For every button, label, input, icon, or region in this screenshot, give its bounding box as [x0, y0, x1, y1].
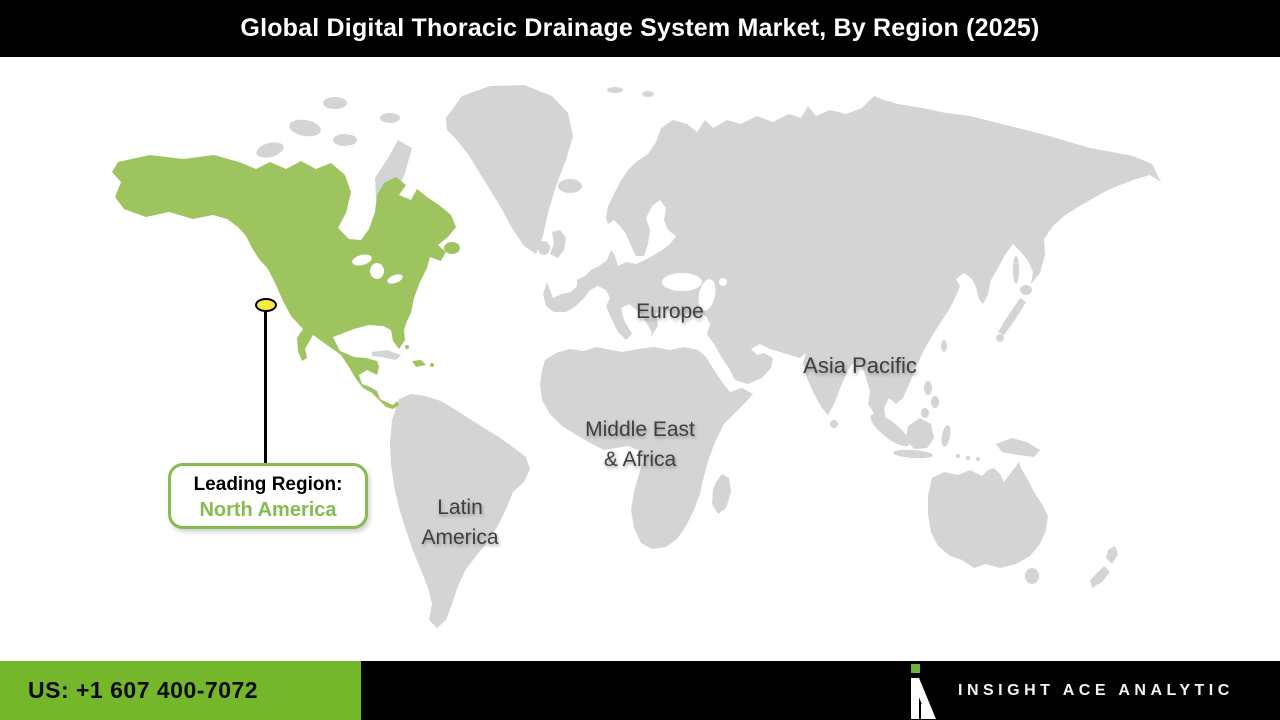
callout-region-value: North America [199, 499, 337, 521]
insight-ace-logo [911, 664, 936, 719]
callout-heading: Leading Region: [193, 474, 343, 495]
north-america-region [112, 155, 460, 409]
world-map [112, 85, 1161, 628]
land-gray-regions [256, 85, 1161, 628]
leading-region-callout: Leading Region: North America [168, 463, 368, 529]
region-label-middle-east-africa: Middle East & Africa [585, 418, 695, 471]
page-title: Global Digital Thoracic Drainage System … [240, 14, 1040, 42]
region-label-latin-america: Latin America [421, 496, 499, 549]
phone-banner: US: +1 607 400-7072 [0, 661, 361, 720]
brand-name: INSIGHT ACE ANALYTIC [958, 682, 1234, 699]
title-bar: Global Digital Thoracic Drainage System … [0, 0, 1280, 57]
region-label-europe: Europe [636, 300, 704, 323]
region-label-asia-pacific: Asia Pacific [803, 353, 917, 378]
footer-bar: US: +1 607 400-7072 INSIGHT ACE ANALYTIC [0, 661, 1280, 720]
pin-connector-line [264, 312, 267, 465]
phone-number: US: +1 607 400-7072 [28, 677, 259, 703]
world-map-panel: Europe Asia Pacific Middle East & Africa… [0, 57, 1280, 661]
location-pin-icon [255, 298, 277, 312]
